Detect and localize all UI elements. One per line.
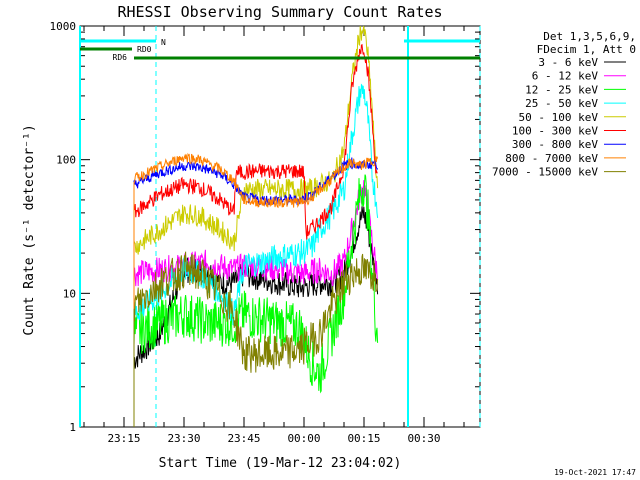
x-tick-label: 23:45 [227,432,260,445]
chart-title: RHESSI Observing Summary Count Rates [117,3,442,21]
legend-label: 100 - 300 keV [512,125,598,138]
y-tick-label: 10 [63,287,76,300]
legend-label: 300 - 800 keV [512,138,598,151]
state-bar-label: RD0 [137,45,152,54]
series-line [133,25,379,427]
legend-header-line-1: Det 1,3,5,6,9, [543,30,636,43]
state-bar-label: N [161,38,166,47]
x-tick-label: 00:00 [287,432,320,445]
y-tick-label: 100 [56,154,76,167]
y-axis-label: Count Rate (s⁻¹ detector⁻¹) [22,124,37,335]
x-tick-label: 00:15 [347,432,380,445]
y-tick-label: 1000 [50,20,77,33]
legend-header-line-2: FDecim 1, Att 0 [537,43,636,56]
legend-label: 50 - 100 keV [519,111,599,124]
x-tick-label: 23:15 [107,432,140,445]
state-bars: N RD0 RD6 [80,38,480,62]
y-tick-label: 1 [69,421,76,434]
x-axis-label: Start Time (19-Mar-12 23:04:02) [159,456,402,471]
axes-ticks: 1 10 100 1000 23:15 23:30 23:45 00:00 00:15 00:30 [50,20,480,445]
series-line [133,83,379,427]
series-line [133,157,379,427]
legend-label: 7000 - 15000 keV [492,166,598,179]
legend-label: 12 - 25 keV [525,83,598,96]
legend-label: 25 - 50 keV [525,97,598,110]
x-tick-label: 23:30 [167,432,200,445]
x-tick-label: 00:30 [407,432,440,445]
plot-frame [79,25,481,428]
state-bar-label: RD6 [113,53,128,62]
legend-label: 800 - 7000 keV [505,152,598,165]
series-line [133,152,379,427]
data-series [79,25,481,427]
series-line [133,43,378,427]
legend-label: 6 - 12 keV [532,70,599,83]
legend-label: 3 - 6 keV [538,56,598,69]
timestamp: 19-Oct-2021 17:47 [554,468,636,477]
series-line [133,251,379,427]
